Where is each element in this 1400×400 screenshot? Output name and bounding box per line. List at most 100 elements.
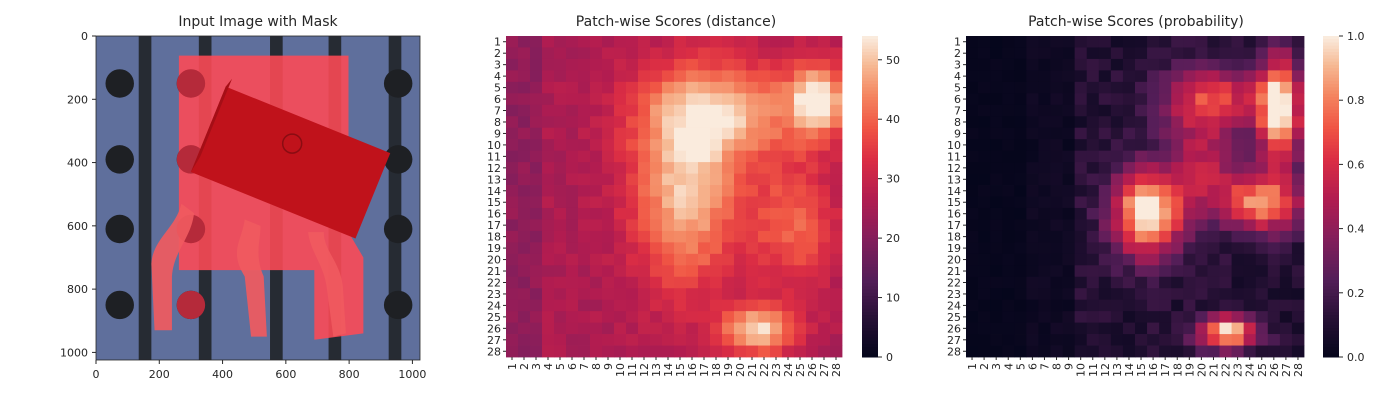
heatmap-cell xyxy=(782,345,795,358)
heatmap-cell xyxy=(542,81,555,94)
heatmap-cell xyxy=(662,311,675,324)
heatmap-cell xyxy=(1098,311,1112,324)
heatmap-cell xyxy=(1098,230,1112,243)
heatmap-cell xyxy=(542,58,555,71)
heatmap-cell xyxy=(806,116,819,129)
heatmap-cell xyxy=(1195,276,1208,289)
heatmap-cell xyxy=(770,299,783,312)
heatmap-cell xyxy=(1183,173,1196,186)
heatmap-cell xyxy=(806,311,819,324)
heatmap-cell xyxy=(1219,104,1232,117)
heatmap-cell xyxy=(818,311,831,324)
heatmap-cell xyxy=(1291,219,1305,232)
heatmap-cell xyxy=(590,276,603,289)
heatmap-cell xyxy=(554,276,567,289)
heatmap-cell xyxy=(626,299,639,312)
colorbar-segment xyxy=(1323,344,1339,348)
heatmap-cell xyxy=(1279,150,1293,163)
y-tick-label: 14 xyxy=(947,185,961,198)
heatmap-cell xyxy=(578,334,591,346)
heatmap-cell xyxy=(686,162,699,174)
heatmap-cell xyxy=(758,334,771,346)
heatmap-cell xyxy=(1062,230,1076,243)
heatmap-cell xyxy=(1026,196,1039,209)
heatmap-cell xyxy=(1122,173,1136,186)
heatmap-cell xyxy=(990,127,1003,140)
heatmap-cell xyxy=(1183,127,1196,140)
heatmap-cell xyxy=(1255,345,1269,358)
heatmap-cell xyxy=(818,93,831,106)
heatmap-cell xyxy=(506,139,519,152)
colorbar-segment xyxy=(862,93,878,98)
heatmap-cell xyxy=(578,104,591,117)
x-tick-label: 28 xyxy=(830,363,843,377)
heatmap-cell xyxy=(650,311,663,324)
heatmap-cell xyxy=(1147,345,1160,358)
heatmap-cell xyxy=(686,242,699,255)
heatmap-cell xyxy=(662,345,675,358)
heatmap-cell xyxy=(674,345,687,358)
heatmap-cell xyxy=(746,104,759,117)
heatmap-cell xyxy=(1074,322,1088,335)
heatmap-cell xyxy=(1291,276,1305,289)
heatmap-cell xyxy=(1026,173,1039,186)
heatmap-cell xyxy=(1291,311,1305,324)
heatmap-cell xyxy=(674,104,687,117)
heatmap-cell xyxy=(1038,322,1051,335)
heatmap-cell xyxy=(542,242,555,255)
heatmap-cell xyxy=(674,47,687,60)
heatmap-cell xyxy=(1219,334,1232,346)
heatmap-cell xyxy=(1183,207,1196,220)
colorbar-segment xyxy=(862,68,878,72)
heatmap-cell xyxy=(1110,36,1124,48)
heatmap-cell xyxy=(1171,173,1184,186)
heatmap-cell xyxy=(990,150,1003,163)
heatmap-cell xyxy=(1279,173,1293,186)
heatmap-cell xyxy=(530,230,543,243)
heatmap-cell xyxy=(518,116,531,129)
heatmap-cell xyxy=(662,334,675,346)
heatmap-cell xyxy=(1255,322,1269,335)
heatmap-cell xyxy=(1050,345,1063,358)
heatmap-cell xyxy=(1110,219,1124,232)
heatmap-cell xyxy=(990,230,1003,243)
colorbar-segment xyxy=(862,58,878,63)
heatmap-cell xyxy=(1267,288,1281,301)
y-tick-label: 12 xyxy=(947,162,961,175)
heatmap-cell xyxy=(530,299,543,312)
masked-hole xyxy=(176,69,206,98)
heatmap-cell xyxy=(990,207,1003,220)
heatmap-cell xyxy=(1098,173,1112,186)
heatmap-cell xyxy=(758,150,771,163)
heatmap-cell xyxy=(1026,219,1039,232)
heatmap-cell xyxy=(1110,276,1124,289)
heatmap-cell xyxy=(1243,322,1257,335)
heatmap-cell xyxy=(686,196,699,209)
heatmap-cell xyxy=(542,104,555,117)
heatmap-cell xyxy=(818,196,831,209)
heatmap-cell xyxy=(1183,288,1196,301)
heatmap-cell xyxy=(966,70,979,83)
heatmap-cell xyxy=(1183,116,1196,129)
heatmap-cell xyxy=(530,127,543,140)
heatmap-cell xyxy=(518,345,531,358)
heatmap-cell xyxy=(1207,47,1220,60)
heatmap-cell xyxy=(1291,322,1305,335)
heatmap-cell xyxy=(722,196,735,209)
colorbar-segment xyxy=(1323,279,1339,284)
heatmap-cell xyxy=(1014,253,1027,266)
heatmap-cell xyxy=(578,93,591,106)
heatmap-cell xyxy=(662,47,675,60)
heatmap-cell xyxy=(1279,207,1293,220)
heatmap-cell xyxy=(818,58,831,71)
colorbar-segment xyxy=(862,77,878,82)
heatmap-cell xyxy=(686,276,699,289)
colorbar-segment xyxy=(1323,186,1339,191)
heatmap-cell xyxy=(806,150,819,163)
colorbar-segment xyxy=(862,350,878,355)
heatmap-cell xyxy=(806,81,819,94)
heatmap-cell xyxy=(602,322,615,335)
heatmap-cell xyxy=(698,230,711,243)
heatmap-cell xyxy=(1159,139,1172,152)
